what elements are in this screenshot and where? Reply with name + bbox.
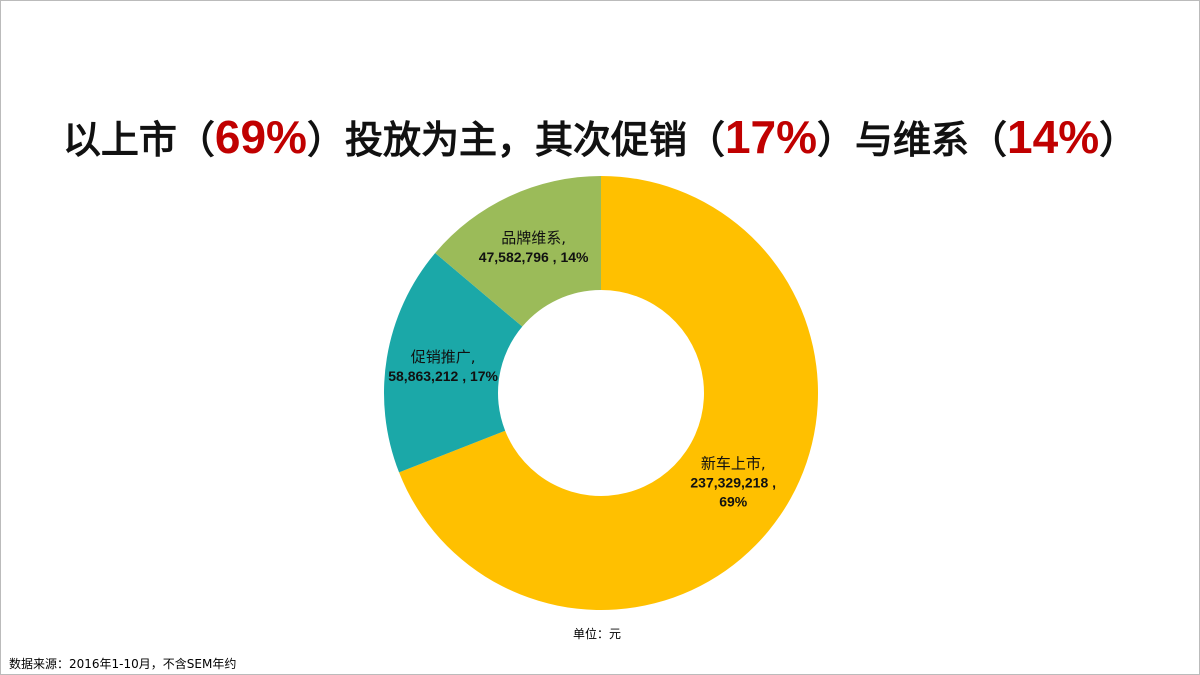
title-text: ）投放为主，其次促销（ (306, 118, 725, 162)
title-highlight: 69% (214, 111, 307, 163)
separator: , (768, 474, 777, 491)
title-highlight: 14% (1007, 111, 1100, 163)
separator: , (458, 368, 470, 384)
label-line: 促销推广, (388, 348, 498, 367)
percent-label: 17% (469, 368, 499, 384)
percent-label: 14% (560, 248, 589, 265)
percent-label: 69% (719, 493, 748, 510)
separator: , (561, 228, 566, 247)
category-label: 促销推广 (410, 348, 471, 366)
title-text: ）与维系（ (817, 118, 1008, 162)
separator: , (760, 454, 766, 473)
separator: , (548, 248, 561, 265)
label-line: 47,582,796 , 14% (479, 248, 589, 267)
donut-segment (399, 176, 818, 610)
label-line: 58,863,212 , 17% (388, 367, 498, 386)
title-text: 以上市（ (62, 118, 215, 162)
separator: , (470, 348, 476, 366)
label-line: 品牌维系, (479, 229, 589, 248)
donut-segment (384, 253, 523, 473)
donut-segment (435, 176, 601, 327)
category-label: 新车上市 (700, 454, 761, 473)
unit-note: 单位：元 (573, 627, 622, 641)
label-line: 69% (690, 493, 776, 512)
title: 以上市（69%）投放为主，其次促销（17%）与维系（14%） (1, 109, 1199, 164)
value-label: 237,329,218 (690, 474, 769, 491)
value-label: 47,582,796 (478, 248, 549, 265)
title-text: ） (1099, 118, 1138, 162)
label-line: 新车上市, (690, 455, 776, 474)
category-label: 品牌维系 (501, 228, 562, 247)
data-label: 品牌维系, 47,582,796 , 14% (479, 229, 589, 267)
data-label: 促销推广, 58,863,212 , 17% (388, 348, 498, 386)
title-highlight: 17% (724, 111, 818, 163)
label-line: 237,329,218 , (690, 474, 776, 493)
data-label: 新车上市, 237,329,218 , 69% (690, 455, 776, 512)
value-label: 58,863,212 (388, 368, 459, 384)
source-note: 数据来源：2016年1-10月，不含SEM年约 (9, 657, 237, 671)
